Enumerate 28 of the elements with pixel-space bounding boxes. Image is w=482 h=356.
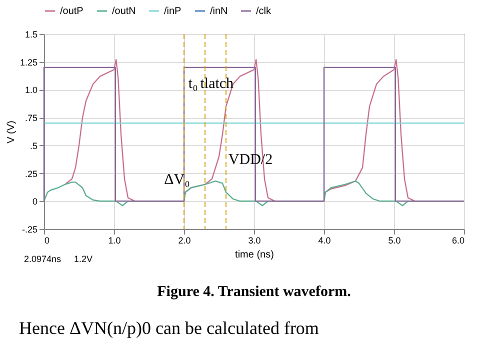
legend-label: /outP [60,6,84,17]
y-tick-label: 1.5 [24,30,38,40]
y-tick-label: 1.0 [24,85,38,96]
x-tick-label: 3.0 [248,236,261,246]
legend-label: /inN [210,6,228,17]
y-tick-label: .5 [30,140,38,151]
annotation: t₀ [188,76,198,92]
x-tick-label: 5.0 [388,236,401,246]
x-tick-label: 4.0 [318,236,331,246]
legend-label: /clk [256,6,272,17]
y-tick-label: 0 [32,196,38,207]
x-tick-label: 1.0 [108,236,121,246]
x-axis-title: time (ns) [235,250,274,260]
x-tick-label: 0 [44,236,50,246]
y-tick-label: .75 [24,113,38,124]
x-tick-label: 6.0 [452,236,464,246]
legend-label: /outN [112,6,136,17]
y-tick-label: .25 [24,168,38,179]
annotation: tlatch [200,76,234,92]
text: 2.0974ns [24,254,62,264]
y-tick-label: 1.25 [20,57,38,68]
text: 1.2V [74,254,93,264]
y-tick-label: -.25 [22,224,38,234]
legend-label: /inP [164,6,182,17]
caption: Figure 4. Transient waveform. [157,284,352,300]
text: Hence ΔVN(n/p)0 can be calculated from [19,318,319,338]
y-axis-title: V (V) [6,120,17,144]
x-tick-label: 2.0 [178,236,191,246]
